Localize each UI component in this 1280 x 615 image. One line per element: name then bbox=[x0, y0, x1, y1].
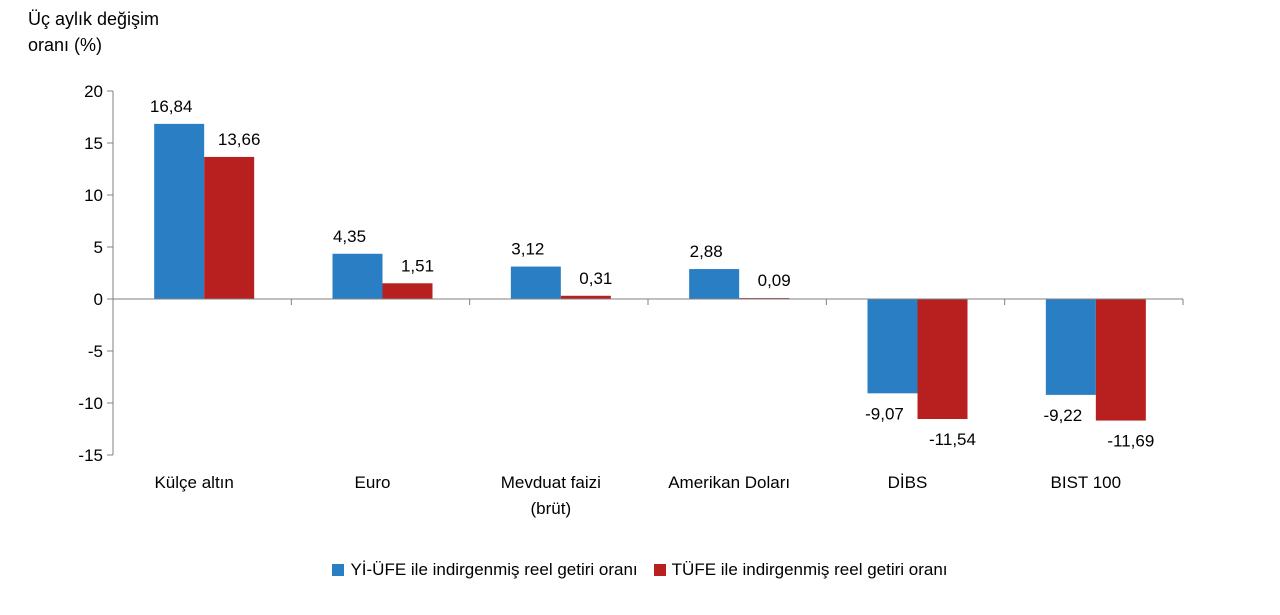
data-label: -11,54 bbox=[929, 430, 976, 449]
x-category-label: (brüt) bbox=[531, 499, 572, 518]
bar-yi-ufe-4 bbox=[867, 299, 918, 394]
legend-swatch-yi-ufe bbox=[332, 564, 345, 576]
x-category-label: Amerikan Doları bbox=[668, 473, 790, 492]
bar-yi-ufe-5 bbox=[1045, 299, 1096, 395]
data-label: -11,69 bbox=[1107, 432, 1154, 451]
bar-tufe-0 bbox=[204, 156, 255, 299]
bar-yi-ufe-1 bbox=[332, 253, 383, 299]
y-tick-label: 20 bbox=[84, 82, 103, 101]
y-axis-title: Üç aylık değişim oranı (%) bbox=[28, 9, 160, 55]
bar-tufe-5 bbox=[1095, 299, 1146, 421]
y-tick-label: 5 bbox=[94, 238, 103, 257]
data-label: 13,66 bbox=[218, 130, 261, 149]
data-label: 0,09 bbox=[758, 271, 791, 290]
data-label: 4,35 bbox=[333, 227, 366, 246]
legend-item-yi-ufe: Yİ-ÜFE ile indirgenmiş reel getiri oranı bbox=[332, 560, 638, 580]
bar-tufe-4 bbox=[917, 299, 968, 420]
y-tick-label: -10 bbox=[78, 394, 103, 413]
bar-tufe-1 bbox=[382, 283, 433, 299]
data-label: -9,22 bbox=[1043, 406, 1082, 425]
data-label: 1,51 bbox=[401, 256, 434, 275]
bar-yi-ufe-3 bbox=[689, 269, 740, 299]
y-tick-label: -5 bbox=[88, 342, 103, 361]
x-category-label: Külçe altın bbox=[154, 473, 233, 492]
bar-yi-ufe-0 bbox=[154, 123, 205, 299]
data-label: -9,07 bbox=[865, 404, 904, 423]
plot-area: 20 15 10 5 0 -5 -10 -15 16,84 13,66 Külçe altın 4,3… bbox=[78, 82, 1184, 518]
y-tick-label: 10 bbox=[84, 186, 103, 205]
legend-swatch-tufe bbox=[653, 564, 666, 576]
data-label: 3,12 bbox=[511, 240, 544, 259]
legend: Yİ-ÜFE ile indirgenmiş reel getiri oranı… bbox=[0, 560, 1280, 580]
data-label: 16,84 bbox=[150, 97, 193, 116]
y-tick-label: 0 bbox=[94, 290, 103, 309]
x-category-label: Euro bbox=[355, 473, 391, 492]
x-category-label: DİBS bbox=[888, 473, 928, 492]
legend-label-tufe: TÜFE ile indirgenmiş reel getiri oranı bbox=[671, 560, 948, 579]
x-category-label: Mevduat faizi bbox=[501, 473, 601, 492]
x-category-label: BIST 100 bbox=[1051, 473, 1122, 492]
y-tick-label: -15 bbox=[78, 446, 103, 465]
data-label: 0,31 bbox=[579, 269, 612, 288]
legend-item-tufe: TÜFE ile indirgenmiş reel getiri oranı bbox=[653, 560, 948, 580]
bar-tufe-2 bbox=[560, 295, 611, 299]
bar-yi-ufe-2 bbox=[510, 266, 561, 299]
legend-label-yi-ufe: Yİ-ÜFE ile indirgenmiş reel getiri oranı bbox=[350, 560, 638, 579]
y-tick-label: 15 bbox=[84, 134, 103, 153]
data-label: 2,88 bbox=[690, 242, 723, 261]
